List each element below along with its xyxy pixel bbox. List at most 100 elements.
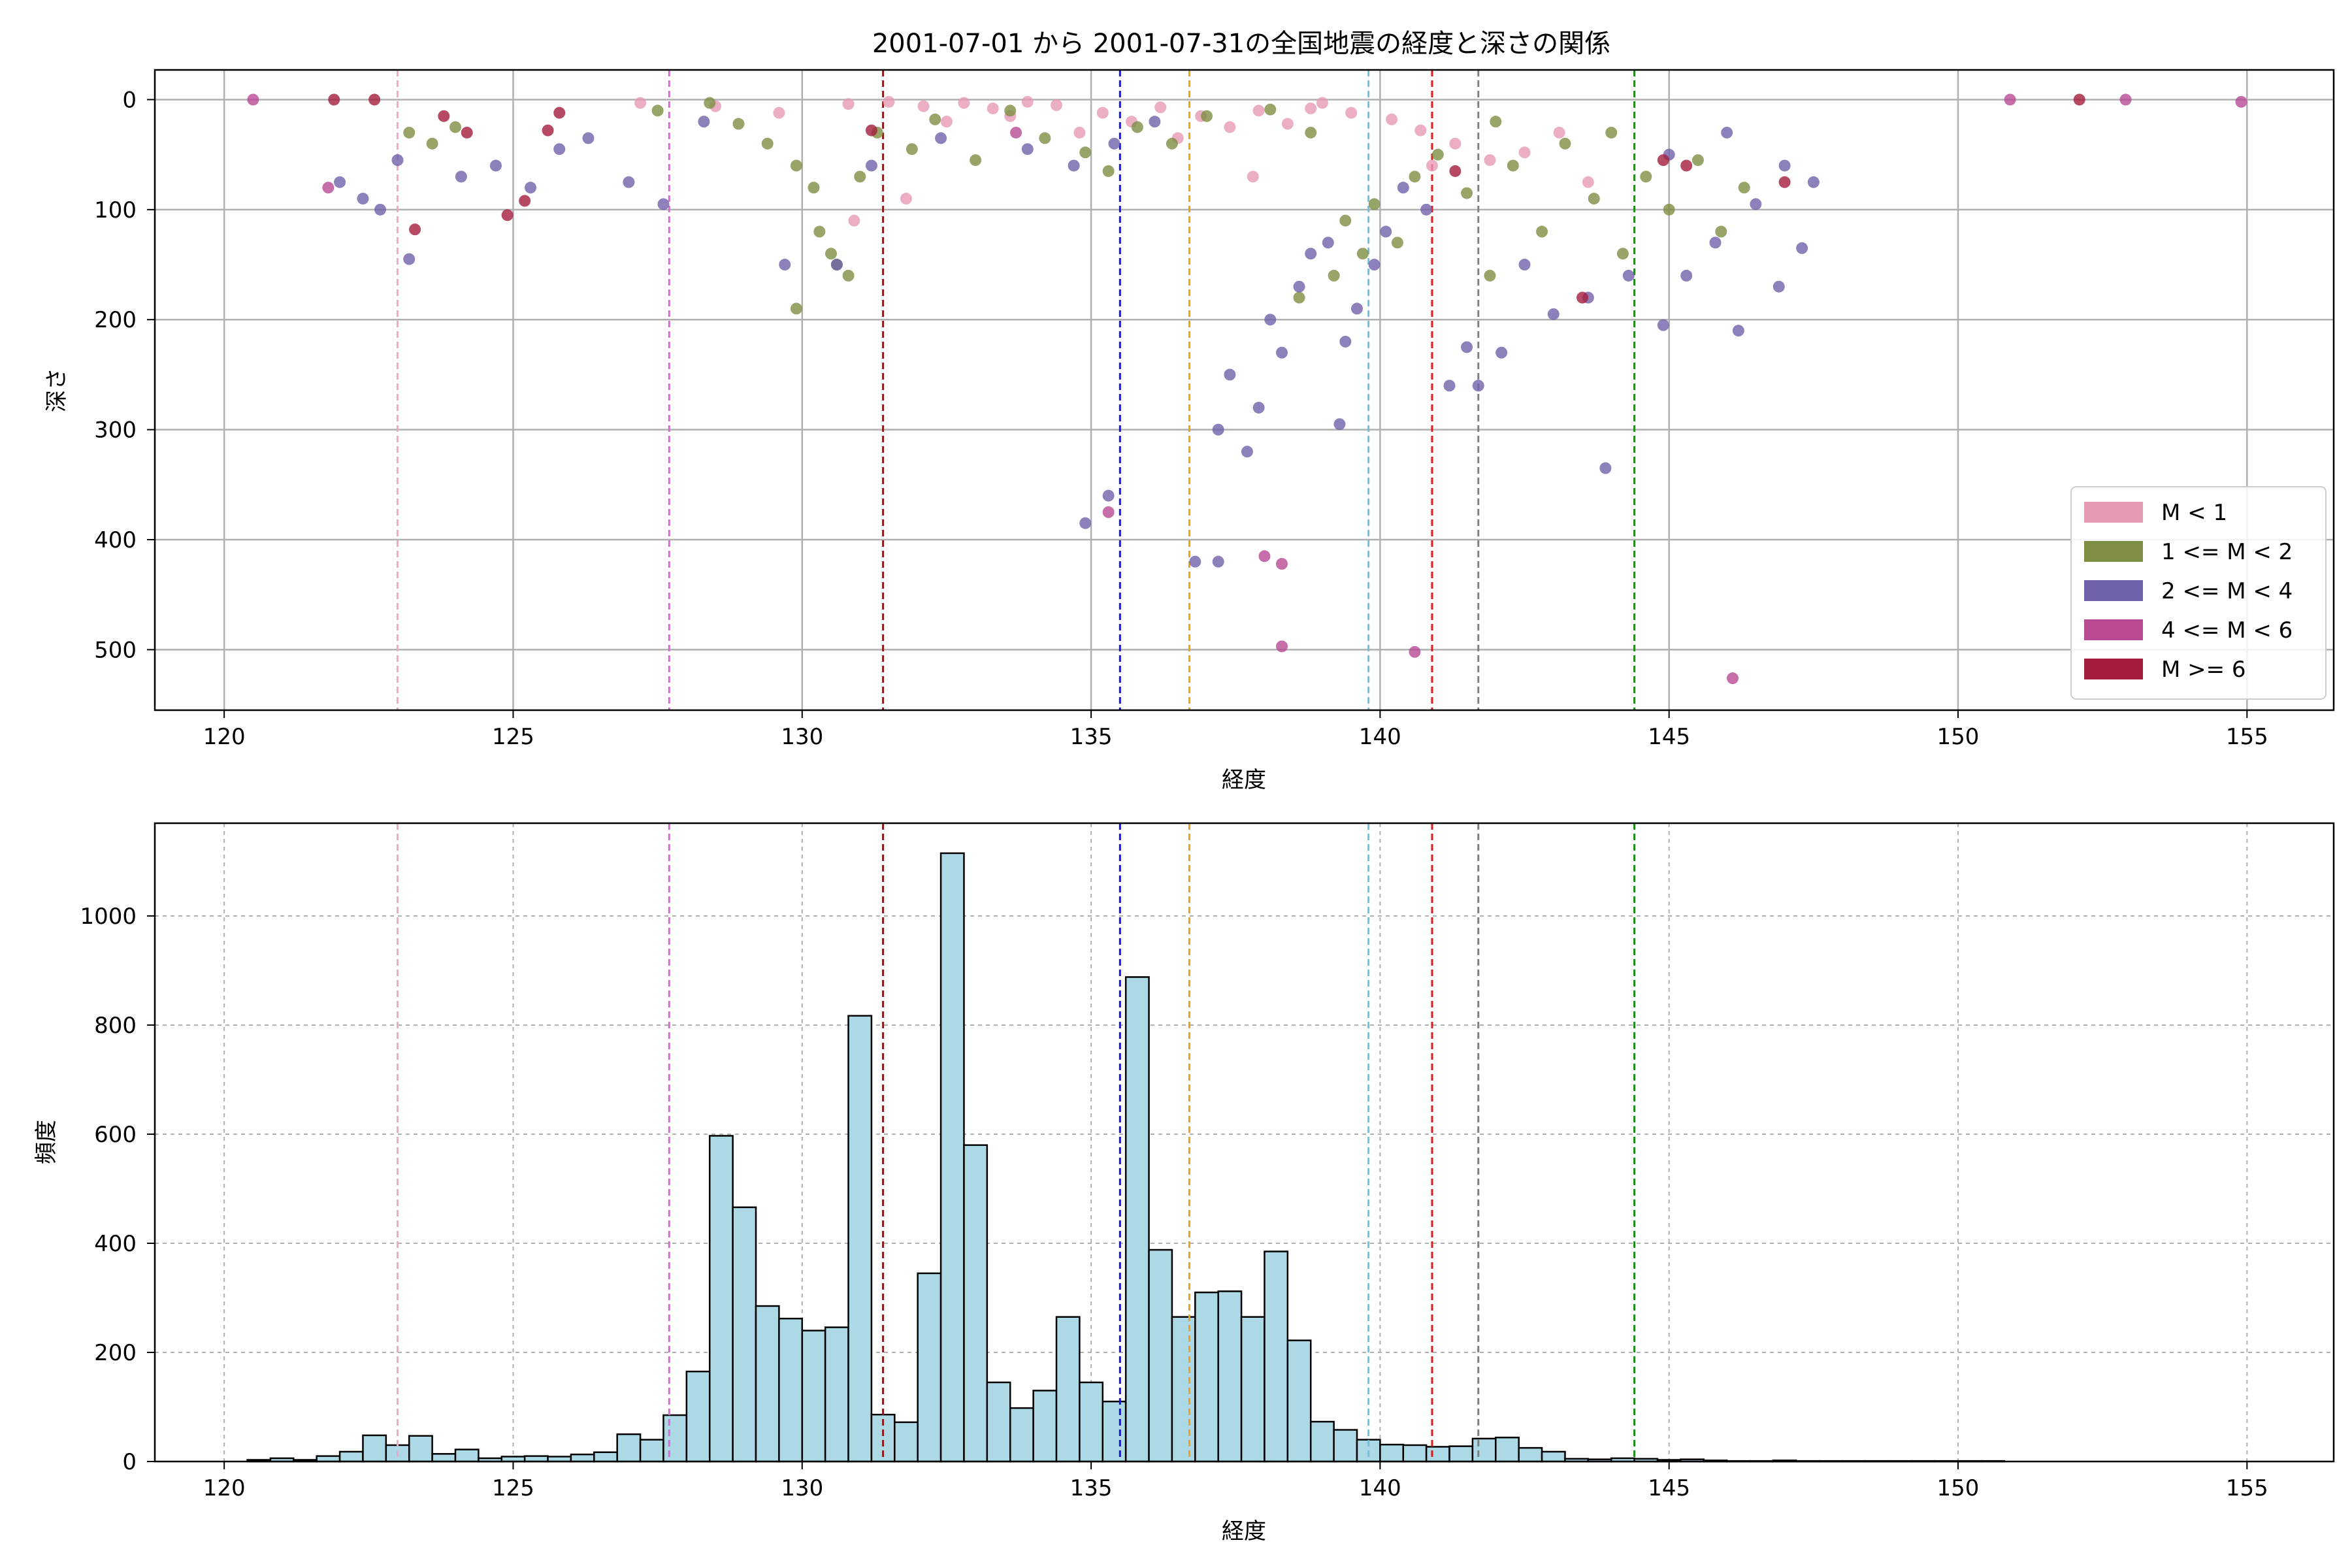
legend-box [2070, 486, 2327, 700]
histogram-bar [939, 852, 965, 1463]
scatter-point [1356, 248, 1369, 260]
scatter-point [1316, 97, 1328, 109]
scatter-y-tick-label: 200 [94, 307, 137, 333]
scatter-points [247, 93, 2247, 685]
scatter-point [1472, 380, 1484, 392]
scatter-point [842, 98, 855, 110]
scatter-point [1131, 121, 1143, 133]
scatter-point [825, 248, 837, 260]
scatter-point [2119, 93, 2132, 106]
chart-title: 2001-07-01 から 2001-07-31の全国地震の経度と深さの関係 [872, 29, 1610, 59]
histogram-bar [1264, 1250, 1289, 1463]
scatter-point [1490, 116, 1502, 128]
scatter-point [808, 182, 820, 194]
scatter-point [1201, 110, 1213, 122]
histogram-bar [1102, 1400, 1127, 1463]
legend-swatch-m-lt-1 [2084, 502, 2143, 523]
scatter-point [1102, 506, 1115, 518]
scatter-point [1322, 237, 1334, 249]
scatter-plot-area [155, 70, 2334, 710]
scatter-y-ticks: 0 100 200 300 400 500 [94, 87, 155, 663]
scatter-point [1096, 106, 1109, 119]
histogram-bar [755, 1305, 780, 1463]
scatter-y-tick-label: 100 [94, 197, 137, 223]
scatter-point [525, 182, 536, 194]
histogram-bar [616, 1433, 642, 1463]
scatter-point [2235, 95, 2247, 108]
scatter-point [1305, 102, 1317, 114]
histogram-x-axis-label: 経度 [1222, 1518, 1266, 1544]
histogram-bar [917, 1272, 942, 1463]
legend-entry-m-2-4: 2 <= M < 4 [2084, 578, 2293, 604]
histogram-y-ticks: 0 200 400 600 800 1000 [80, 904, 155, 1475]
scatter-point [1616, 248, 1629, 260]
histogram-bar [1518, 1446, 1543, 1463]
scatter-point [1397, 182, 1409, 194]
scatter-point [1258, 550, 1271, 563]
scatter-point [1691, 154, 1704, 167]
scatter-x-tick-label: 120 [203, 724, 246, 750]
scatter-point [1333, 418, 1346, 431]
scatter-point [917, 100, 930, 112]
scatter-point [704, 97, 716, 109]
scatter-point [1252, 105, 1265, 117]
scatter-point [1414, 124, 1427, 137]
histogram-bar [1148, 1249, 1173, 1463]
scatter-frame [154, 69, 2335, 711]
legend-label-m-2-4: 2 <= M < 4 [2161, 578, 2293, 604]
scatter-point [987, 102, 999, 114]
histogram-x-tick-label: 120 [203, 1475, 246, 1501]
scatter-x-tick-label: 125 [492, 724, 534, 750]
scatter-point [761, 137, 774, 150]
scatter-point [1276, 640, 1288, 653]
histogram-bar [732, 1206, 757, 1463]
scatter-point [935, 132, 947, 144]
scatter-point [773, 106, 785, 119]
scatter-x-ticks: 120 125 130 135 140 145 150 155 [203, 710, 2268, 750]
histogram-bar [593, 1451, 618, 1463]
scatter-y-tick-label: 500 [94, 637, 137, 663]
histogram-y-tick-label: 600 [94, 1122, 137, 1148]
scatter-point [940, 116, 953, 128]
scatter-point [779, 259, 791, 271]
scatter-point [1715, 225, 1727, 238]
scatter-point [1380, 225, 1392, 238]
scatter-point [542, 124, 554, 137]
scatter-point [553, 106, 566, 119]
scatter-point [1807, 176, 1820, 188]
histogram-bar [708, 1135, 734, 1463]
scatter-point [1102, 489, 1115, 502]
scatter-point [1518, 146, 1531, 159]
scatter-panel: 120 125 130 135 140 145 150 155 0 100 200 300 400 50… [44, 69, 2335, 793]
scatter-series [247, 93, 2247, 685]
scatter-point [1039, 132, 1051, 144]
scatter-point [1224, 121, 1236, 133]
histogram-reference-lines [397, 823, 1636, 1462]
scatter-point [1224, 368, 1236, 381]
legend-swatch-m-ge-6 [2084, 659, 2143, 679]
scatter-point [1212, 423, 1224, 436]
scatter-point [1443, 380, 1456, 392]
legend-swatch-m-1-2 [2084, 541, 2143, 562]
scatter-point [461, 126, 473, 139]
scatter-point [2004, 93, 2016, 106]
scatter-x-tick-label: 130 [781, 724, 823, 750]
scatter-point [790, 302, 802, 315]
legend: M < 1 1 <= M < 2 2 <= M < 4 4 <= M < 6 M… [2070, 486, 2327, 700]
scatter-point [830, 259, 843, 271]
histogram-x-tick-label: 145 [1648, 1475, 1690, 1501]
scatter-point [1102, 165, 1115, 177]
histogram-bar [431, 1453, 457, 1463]
histogram-bar [639, 1439, 664, 1463]
scatter-y-tick-label: 400 [94, 527, 137, 553]
histogram-bar [824, 1326, 849, 1463]
scatter-point [368, 93, 381, 106]
scatter-x-tick-label: 145 [1648, 724, 1690, 750]
scatter-y-tick-label: 0 [122, 87, 137, 113]
histogram-bar [801, 1330, 826, 1463]
histogram-bar [316, 1455, 341, 1463]
scatter-point [1328, 269, 1340, 282]
scatter-point [2073, 93, 2085, 106]
scatter-point [1657, 154, 1669, 167]
